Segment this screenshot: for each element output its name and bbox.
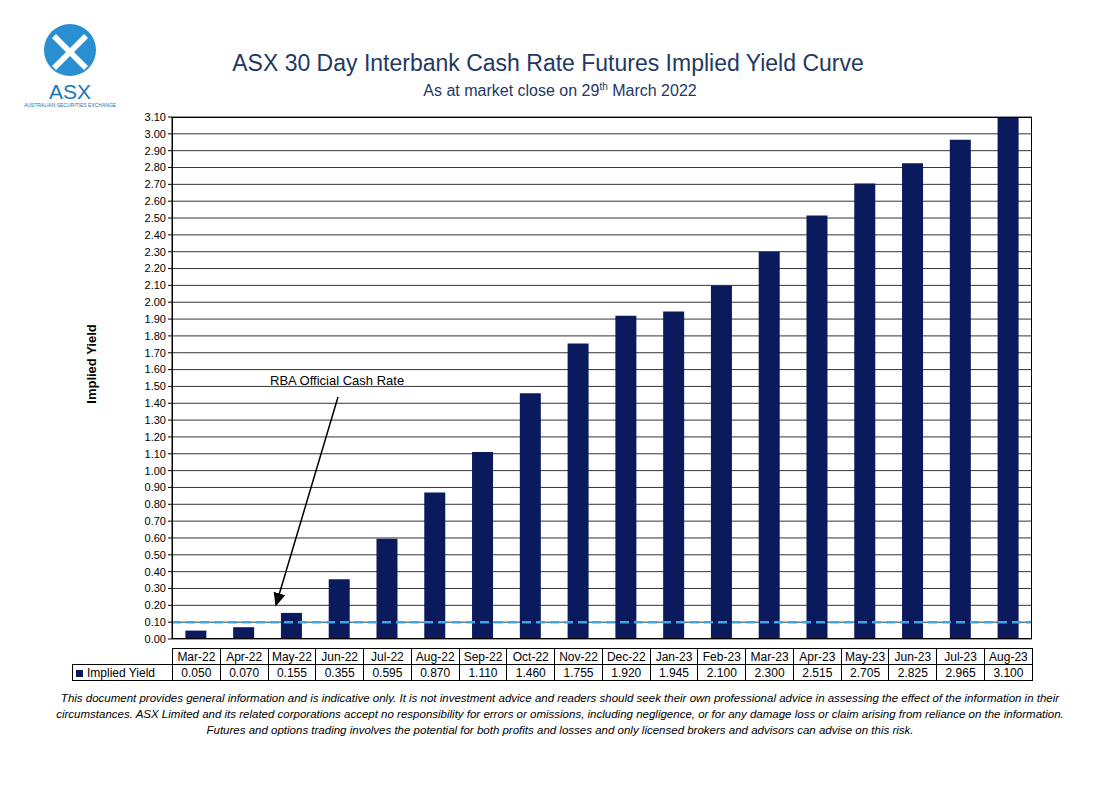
html-text:This document provides general: This document provides general informati… (56, 692, 1064, 736)
html-text:Jan-23: Jan-23 (655, 649, 693, 664)
html-text:1.945: 1.945 (659, 665, 689, 680)
html-text:Mar-22: Mar-22 (177, 649, 216, 664)
svg-text:1.20: 1.20 (145, 431, 166, 443)
html-text:Feb-23: Feb-23 (702, 649, 741, 664)
svg-text:Implied Yield: Implied Yield (84, 324, 99, 404)
svg-text:2.60: 2.60 (145, 195, 166, 207)
html-text:2.515: 2.515 (802, 665, 833, 680)
svg-text:2.30: 2.30 (145, 246, 166, 258)
html-text:0.355: 0.355 (324, 665, 355, 680)
html-text:May-23: May-23 (845, 649, 886, 664)
svg-text:AUSTRALIAN SECURITIES EXCHANGE: AUSTRALIAN SECURITIES EXCHANGE (24, 102, 117, 108)
svg-text:1.60: 1.60 (145, 363, 166, 375)
svg-text:1.70: 1.70 (145, 347, 166, 359)
html-text:0.870: 0.870 (420, 665, 451, 680)
svg-text:0.50: 0.50 (145, 549, 166, 561)
svg-text:0.10: 0.10 (145, 616, 166, 628)
html-text:Jul-22: Jul-22 (371, 649, 404, 664)
html-text:2.100: 2.100 (706, 665, 737, 680)
html-text:May-22: May-22 (271, 649, 312, 664)
html-text:2.965: 2.965 (945, 665, 976, 680)
svg-text:0.20: 0.20 (145, 599, 166, 611)
html-text:As at market close on 29thMarc: As at market close on 29thMarch 2022 (423, 81, 697, 100)
html-text:1.755: 1.755 (563, 665, 594, 680)
svg-text:3.00: 3.00 (145, 128, 166, 140)
svg-text:2.20: 2.20 (145, 262, 166, 274)
html-text:1.920: 1.920 (611, 665, 642, 680)
svg-text:2.90: 2.90 (145, 145, 166, 157)
svg-text:1.00: 1.00 (145, 465, 166, 477)
svg-text:1.50: 1.50 (145, 380, 166, 392)
html-text:Apr-23: Apr-23 (799, 649, 836, 664)
html-text:Nov-22: Nov-22 (559, 649, 598, 664)
html-text:2.300: 2.300 (754, 665, 785, 680)
svg-text:1.30: 1.30 (145, 414, 166, 426)
html-text:0.595: 0.595 (372, 665, 403, 680)
svg-text:0.30: 0.30 (145, 582, 166, 594)
html-text:Aug-23: Aug-23 (989, 649, 1028, 664)
svg-text:2.40: 2.40 (145, 229, 166, 241)
html-text:3.100: 3.100 (993, 665, 1024, 680)
html-text:Apr-22: Apr-22 (226, 649, 263, 664)
html-text:0.155: 0.155 (276, 665, 307, 680)
html-text:Oct-22: Oct-22 (512, 649, 549, 664)
svg-text:0.70: 0.70 (145, 515, 166, 527)
svg-text:0.80: 0.80 (145, 498, 166, 510)
html-text:Jun-22: Jun-22 (321, 649, 358, 664)
html-text:0.050: 0.050 (181, 665, 212, 680)
svg-text:2.00: 2.00 (145, 296, 166, 308)
html-text:Jun-23: Jun-23 (894, 649, 932, 664)
svg-text:0.40: 0.40 (145, 566, 166, 578)
html-text:1.460: 1.460 (515, 665, 546, 680)
svg-text:0.90: 0.90 (145, 481, 166, 493)
html-text:ASX 30 Day Interbank Cash Rate: ASX 30 Day Interbank Cash Rate Futures I… (232, 50, 864, 76)
html-text:Dec-22: Dec-22 (606, 649, 646, 664)
svg-text:1.10: 1.10 (145, 448, 166, 460)
svg-text:2.70: 2.70 (145, 178, 166, 190)
svg-text:1.80: 1.80 (145, 330, 166, 342)
svg-text:3.10: 3.10 (145, 111, 166, 123)
svg-text:0.00: 0.00 (145, 633, 166, 645)
html-text:Aug-22: Aug-22 (415, 649, 455, 664)
svg-text:RBA Official Cash Rate: RBA Official Cash Rate (270, 373, 404, 388)
html-text:0.070: 0.070 (229, 665, 260, 680)
html-text:Sep-22: Sep-22 (463, 649, 503, 664)
html-text:Mar-23: Mar-23 (750, 649, 789, 664)
svg-text:1.40: 1.40 (145, 397, 166, 409)
html-text:2.825: 2.825 (897, 665, 928, 680)
svg-text:ASX: ASX (49, 80, 91, 103)
svg-text:1.90: 1.90 (145, 313, 166, 325)
html-text:1.110: 1.110 (468, 665, 498, 680)
svg-text:2.50: 2.50 (145, 212, 166, 224)
html-text:Implied Yield: Implied Yield (87, 665, 155, 680)
svg-text:2.10: 2.10 (145, 279, 166, 291)
html-text:Jul-23: Jul-23 (944, 649, 977, 664)
html-text:2.705: 2.705 (850, 665, 881, 680)
svg-text:2.80: 2.80 (145, 161, 166, 173)
svg-text:0.60: 0.60 (145, 532, 166, 544)
